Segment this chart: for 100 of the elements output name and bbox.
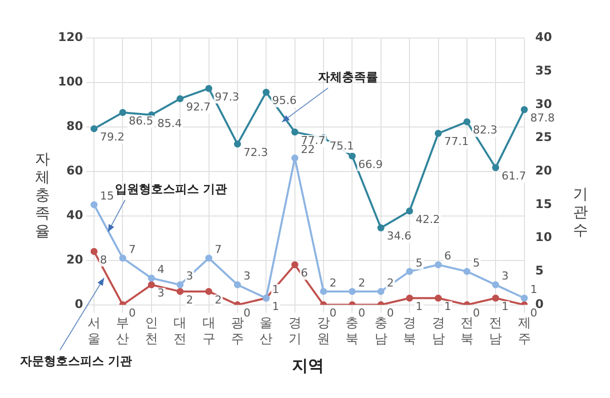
- x-tick-label: 경기: [288, 315, 302, 346]
- point: [234, 281, 241, 288]
- point: [463, 118, 470, 126]
- y2-axis-title: 기관수: [572, 185, 589, 239]
- data-label: 0: [358, 306, 366, 320]
- data-label: 2: [186, 293, 194, 306]
- data-label: 79.2: [100, 130, 125, 144]
- y2-tick-label: 5: [535, 264, 544, 278]
- y2-tick-label: 40: [535, 30, 552, 44]
- point: [148, 274, 155, 282]
- data-label: 42.2: [416, 212, 440, 226]
- point: [291, 154, 298, 162]
- data-label: 8: [100, 253, 108, 266]
- text: 자문형호스피스 기관: [20, 354, 132, 368]
- x-tick-label: 서울: [88, 315, 101, 346]
- x-axis-title: 지역: [292, 356, 324, 377]
- data-label: 1: [416, 300, 423, 313]
- x-tick-label: 전남: [489, 315, 502, 346]
- y-tick-label: 60: [66, 164, 84, 178]
- point: [377, 224, 384, 232]
- y2-tick-label: 0: [535, 296, 544, 311]
- point: [291, 128, 298, 136]
- point: [291, 261, 298, 268]
- data-label: 2: [330, 276, 337, 290]
- point: [262, 88, 270, 96]
- data-label: 92.7: [186, 100, 211, 114]
- data-label: 2: [386, 276, 394, 290]
- x-tick-label: 대구: [202, 315, 216, 346]
- data-label: 0: [128, 306, 136, 320]
- data-label: 0: [386, 306, 394, 320]
- point: [520, 294, 528, 302]
- text: 자체충족률: [318, 70, 378, 84]
- x-tick-label: 충남: [374, 315, 388, 346]
- data-label: 3: [243, 270, 250, 283]
- data-label: 86.5: [128, 114, 154, 128]
- point: [205, 254, 212, 262]
- data-label: 61.7: [502, 169, 526, 182]
- data-label: 97.3: [214, 90, 240, 104]
- data-label: 2: [358, 276, 366, 290]
- data-label: 3: [186, 270, 194, 283]
- point: [434, 130, 442, 137]
- point: [348, 288, 356, 295]
- point: [234, 140, 241, 148]
- data-label: 77.1: [444, 135, 469, 148]
- point: [205, 288, 212, 295]
- x-tick-label: 경남: [432, 315, 445, 346]
- data-label: 1: [272, 282, 280, 296]
- y-tick-label: 40: [66, 208, 84, 222]
- data-label: 15: [100, 190, 114, 203]
- point: [406, 268, 414, 275]
- y2-tick-label: 35: [535, 63, 552, 78]
- y-tick-label: 20: [66, 252, 84, 266]
- point: [176, 95, 184, 102]
- data-label: 75.1: [330, 140, 354, 153]
- data-label: 1: [502, 300, 509, 313]
- point: [205, 84, 212, 92]
- y2-tick-label: 25: [535, 130, 552, 144]
- data-label: 6: [444, 250, 452, 263]
- point: [119, 254, 126, 262]
- point: [176, 288, 184, 295]
- x-tick-label: 대전: [174, 315, 187, 346]
- point: [320, 288, 328, 295]
- point: [492, 294, 500, 302]
- y-tick-label: 0: [74, 296, 84, 311]
- x-tick-label: 부산: [116, 315, 130, 346]
- data-label: 1: [444, 300, 452, 313]
- x-tick-label: 강원: [317, 315, 330, 346]
- data-label: 6: [300, 266, 308, 280]
- x-tick-label: 인천: [144, 315, 158, 346]
- data-label: 1: [530, 282, 538, 296]
- y2-tick-label: 30: [535, 96, 552, 111]
- y2-tick-label: 20: [535, 164, 552, 178]
- point: [90, 201, 98, 208]
- point: [377, 288, 384, 295]
- data-label: 72.3: [243, 146, 268, 159]
- data-label: 82.3: [472, 124, 498, 137]
- data-label: 1: [272, 300, 280, 313]
- data-label: 3: [502, 270, 509, 283]
- data-label: 85.4: [157, 116, 182, 130]
- point: [463, 268, 470, 275]
- data-label: 0: [330, 306, 337, 320]
- data-label: 0: [472, 306, 480, 320]
- x-tick-label: 전북: [460, 315, 474, 346]
- data-label: 2: [214, 293, 222, 306]
- data-label: 7: [214, 242, 222, 256]
- point: [434, 261, 442, 268]
- x-tick-label: 충북: [346, 315, 359, 346]
- data-label: 87.8: [530, 111, 555, 124]
- point: [406, 294, 414, 302]
- data-label: 4: [157, 262, 164, 276]
- data-label: 0: [530, 306, 538, 320]
- point: [176, 281, 184, 288]
- series-label: 입원형호스피스 기관: [115, 182, 228, 196]
- point: [520, 106, 528, 114]
- point: [492, 281, 500, 288]
- point: [90, 125, 98, 132]
- data-label: 95.6: [272, 94, 297, 108]
- point: [492, 164, 500, 172]
- x-tick-label: 경북: [403, 315, 416, 346]
- y-axis-title: 자체충족율: [34, 150, 51, 240]
